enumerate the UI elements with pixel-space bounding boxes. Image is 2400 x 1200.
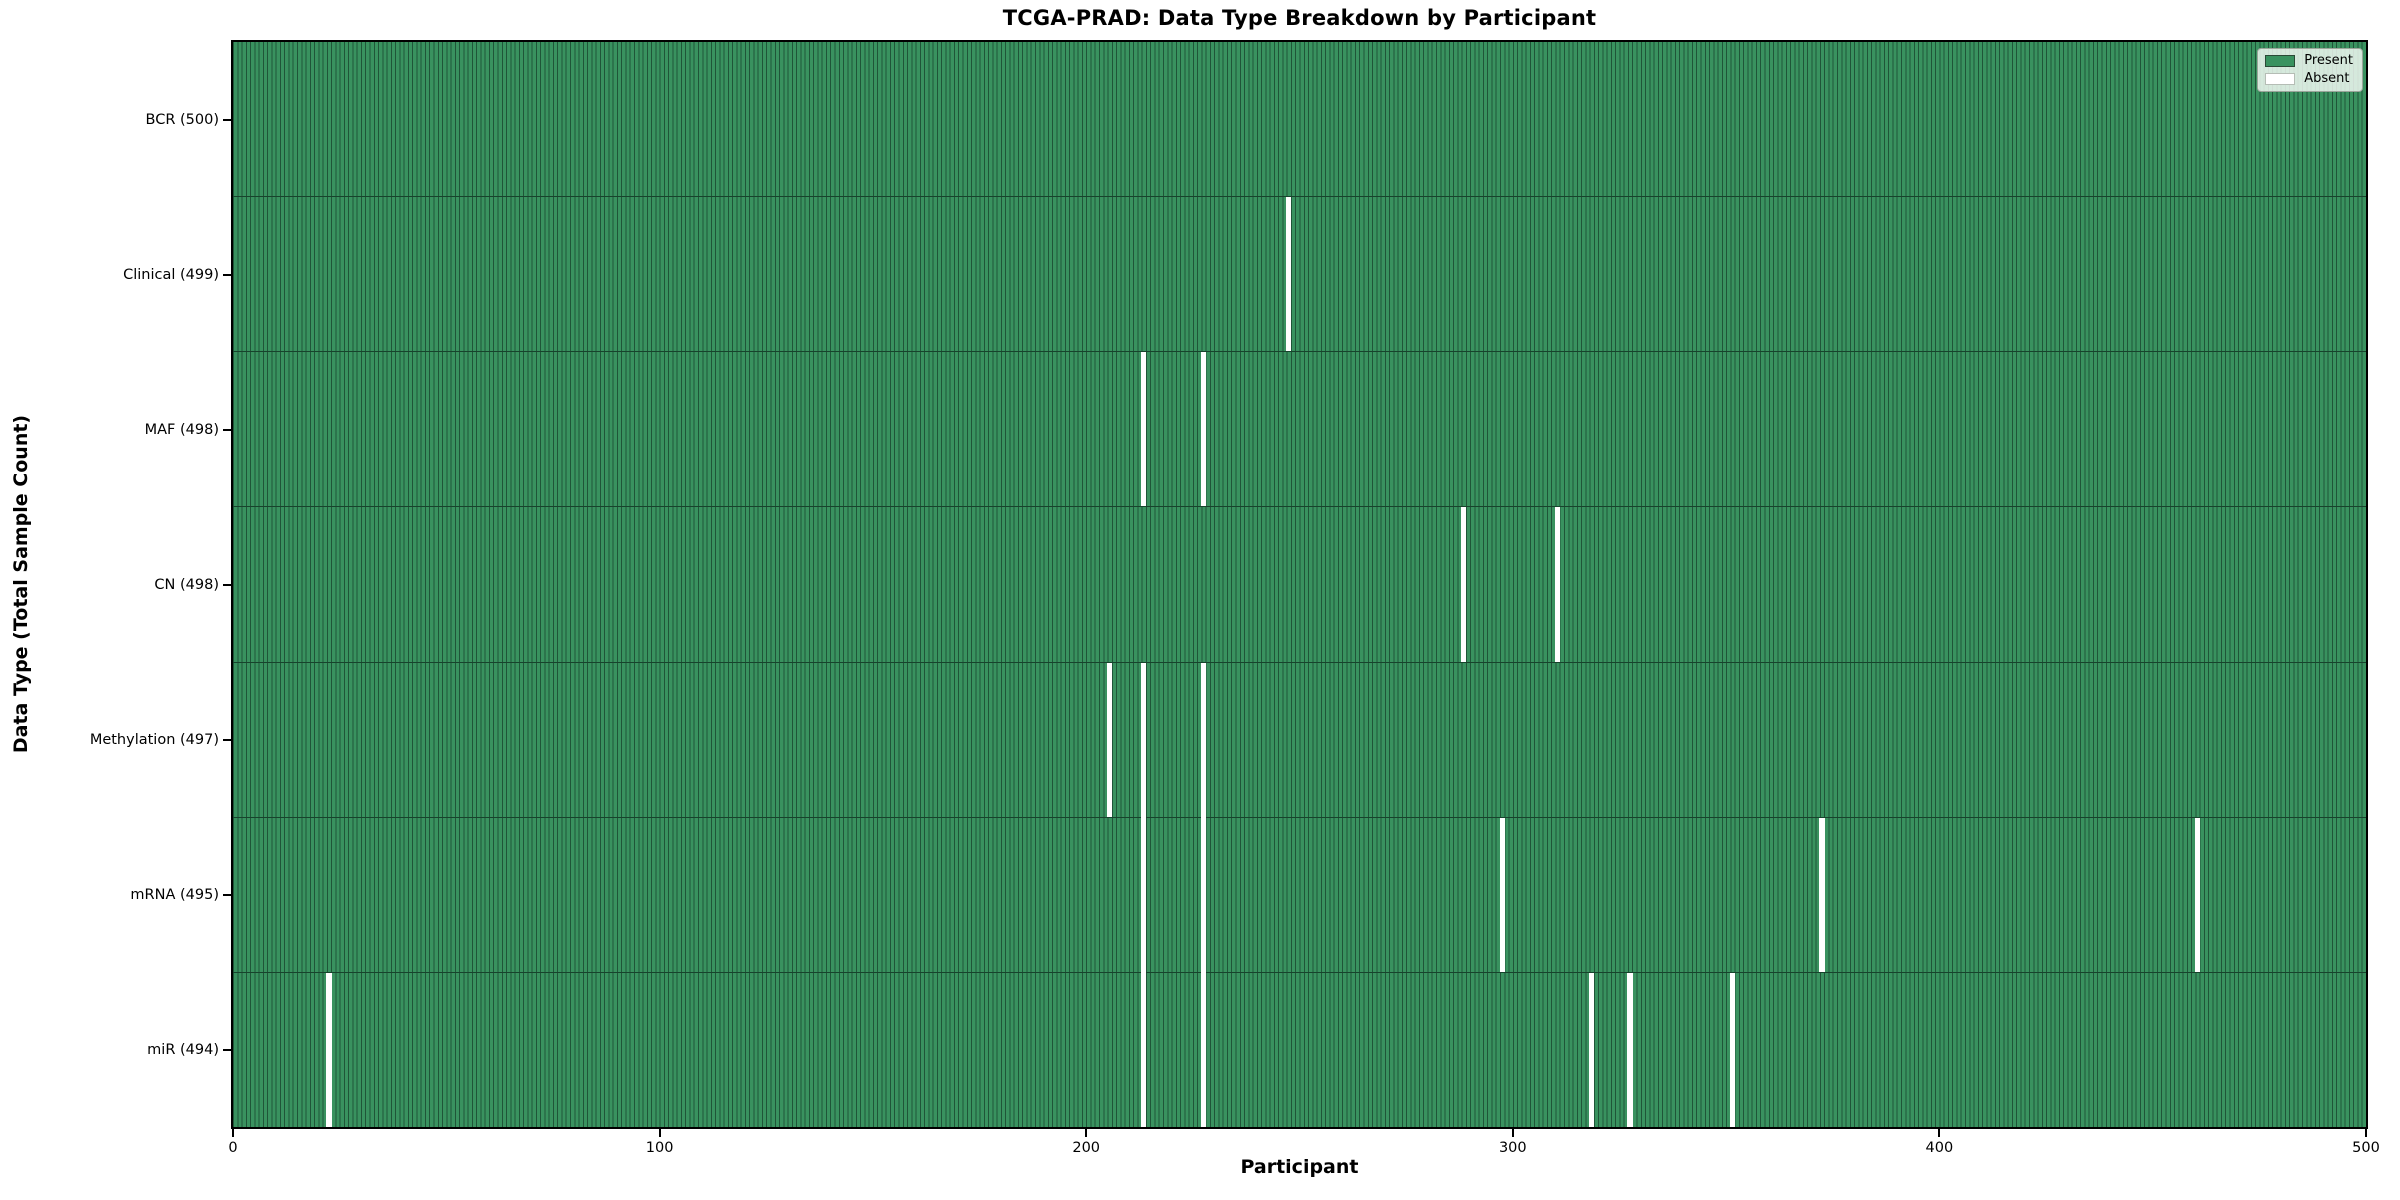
y-tick [223, 118, 231, 121]
y-tick-label: MAF (498) [144, 421, 219, 438]
x-tick [2365, 1129, 2367, 1137]
x-tick [232, 1129, 234, 1137]
y-tick-label: mRNA (495) [130, 886, 219, 903]
legend-item-present: Present [2265, 54, 2353, 68]
heatmap-row-bcr [233, 42, 2366, 197]
y-tick-label: Methylation (497) [89, 731, 219, 748]
x-tick-label: 0 [228, 1140, 238, 1156]
y-tick [223, 1048, 231, 1051]
absent-gap [1200, 971, 1207, 1127]
absent-gap [1627, 972, 1633, 1127]
y-tick [223, 273, 231, 276]
absent-gap [1589, 972, 1595, 1127]
y-tick-label: miR (494) [147, 1041, 219, 1058]
x-tick [1511, 1129, 1514, 1137]
x-tick-label: 400 [1925, 1140, 1954, 1156]
y-tick [223, 893, 231, 896]
absent-gap [1141, 352, 1147, 507]
heatmap-row-maf [233, 351, 2366, 507]
x-axis-label: Participant [1240, 1156, 1359, 1178]
y-tick-label: Clinical (499) [123, 266, 219, 283]
heatmap-row-mrna [233, 816, 2366, 972]
absent-gap [1499, 817, 1505, 972]
absent-gap [1819, 817, 1825, 972]
absent-gap [2194, 817, 2201, 972]
x-tick [1085, 1129, 1088, 1137]
legend-absent-label: Absent [2304, 71, 2350, 86]
absent-gap [1200, 662, 1207, 817]
heatmap-row-cn [233, 506, 2366, 662]
x-tick-label: 300 [1498, 1140, 1527, 1156]
absent-gap [1141, 816, 1147, 972]
x-tick-label: 500 [2352, 1140, 2380, 1156]
y-tick [223, 583, 231, 586]
absent-swatch-icon [2265, 73, 2296, 85]
x-tick-label: 200 [1072, 1140, 1101, 1156]
y-axis-label: Data Type (Total Sample Count) [10, 414, 32, 754]
plot-area [233, 42, 2366, 1127]
present-swatch-icon [2265, 55, 2296, 67]
y-tick-label: BCR (500) [145, 111, 220, 128]
absent-gap [1200, 352, 1207, 507]
legend: Present Absent [2257, 48, 2363, 92]
heatmap-row-methylation [233, 661, 2366, 817]
absent-gap [1141, 971, 1147, 1127]
absent-gap [1286, 197, 1292, 352]
y-tick [223, 738, 231, 741]
absent-gap [1554, 507, 1561, 662]
chart-title: TCGA-PRAD: Data Type Breakdown by Partic… [1002, 6, 1597, 30]
absent-gap [1141, 662, 1147, 817]
x-tick-label: 100 [645, 1140, 674, 1156]
x-tick [658, 1129, 661, 1137]
absent-gap [1729, 972, 1736, 1127]
absent-gap [1107, 662, 1113, 817]
legend-item-absent: Absent [2265, 72, 2353, 86]
absent-gap [326, 972, 332, 1127]
heatmap-row-clinical [233, 196, 2366, 352]
y-tick-label: CN (498) [154, 576, 219, 593]
legend-present-label: Present [2304, 53, 2353, 68]
absent-gap [1200, 816, 1207, 972]
y-tick [223, 428, 231, 431]
absent-gap [1461, 507, 1467, 662]
x-tick [1938, 1129, 1941, 1137]
heatmap-row-mir [233, 971, 2366, 1127]
